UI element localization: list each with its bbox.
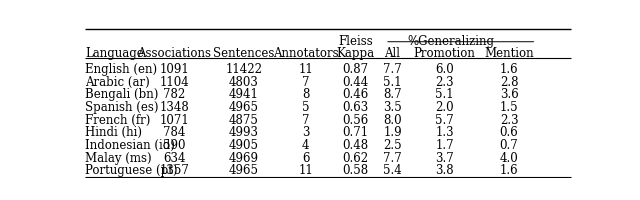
Text: 0.87: 0.87 [342, 63, 369, 76]
Text: Indonesian (id): Indonesian (id) [85, 139, 175, 152]
Text: 2.0: 2.0 [435, 101, 454, 114]
Text: 3.5: 3.5 [383, 101, 402, 114]
Text: 1357: 1357 [159, 164, 189, 177]
Text: 0.58: 0.58 [342, 164, 369, 177]
Text: 11422: 11422 [225, 63, 262, 76]
Text: 8: 8 [302, 88, 309, 101]
Text: 590: 590 [163, 139, 186, 152]
Text: 1.6: 1.6 [500, 164, 518, 177]
Text: Fleiss: Fleiss [338, 35, 372, 48]
Text: 8.7: 8.7 [383, 88, 402, 101]
Text: 5.1: 5.1 [435, 88, 454, 101]
Text: 0.71: 0.71 [342, 126, 369, 139]
Text: 1091: 1091 [159, 63, 189, 76]
Text: 1.3: 1.3 [435, 126, 454, 139]
Text: 3.6: 3.6 [500, 88, 518, 101]
Text: Annotators: Annotators [273, 47, 339, 60]
Text: 0.62: 0.62 [342, 152, 369, 165]
Text: 0.6: 0.6 [500, 126, 518, 139]
Text: 1071: 1071 [159, 114, 189, 127]
Text: All: All [385, 47, 401, 60]
Text: 5.4: 5.4 [383, 164, 402, 177]
Text: Spanish (es): Spanish (es) [85, 101, 159, 114]
Text: 5.1: 5.1 [383, 76, 402, 89]
Text: Promotion: Promotion [413, 47, 476, 60]
Text: 11: 11 [298, 63, 313, 76]
Text: 4875: 4875 [228, 114, 259, 127]
Text: 4.0: 4.0 [500, 152, 518, 165]
Text: 2.5: 2.5 [383, 139, 402, 152]
Text: 2.3: 2.3 [500, 114, 518, 127]
Text: 1.9: 1.9 [383, 126, 402, 139]
Text: 6: 6 [302, 152, 309, 165]
Text: Bengali (bn): Bengali (bn) [85, 88, 158, 101]
Text: 4993: 4993 [228, 126, 259, 139]
Text: 0.7: 0.7 [500, 139, 518, 152]
Text: Mention: Mention [484, 47, 534, 60]
Text: 4905: 4905 [228, 139, 259, 152]
Text: 3: 3 [302, 126, 309, 139]
Text: 1.7: 1.7 [435, 139, 454, 152]
Text: Associations: Associations [137, 47, 211, 60]
Text: %Generalizing: %Generalizing [407, 35, 494, 48]
Text: Malay (ms): Malay (ms) [85, 152, 152, 165]
Text: 11: 11 [298, 164, 313, 177]
Text: 7: 7 [302, 114, 309, 127]
Text: 0.56: 0.56 [342, 114, 369, 127]
Text: 634: 634 [163, 152, 186, 165]
Text: 3.8: 3.8 [435, 164, 454, 177]
Text: 1.5: 1.5 [500, 101, 518, 114]
Text: 0.63: 0.63 [342, 101, 369, 114]
Text: 4965: 4965 [228, 164, 259, 177]
Text: 4941: 4941 [228, 88, 259, 101]
Text: 4965: 4965 [228, 101, 259, 114]
Text: Kappa: Kappa [336, 47, 374, 60]
Text: 4969: 4969 [228, 152, 259, 165]
Text: 782: 782 [163, 88, 186, 101]
Text: 0.48: 0.48 [342, 139, 369, 152]
Text: 7.7: 7.7 [383, 63, 402, 76]
Text: 4803: 4803 [228, 76, 259, 89]
Text: 7: 7 [302, 76, 309, 89]
Text: 7.7: 7.7 [383, 152, 402, 165]
Text: 6.0: 6.0 [435, 63, 454, 76]
Text: 5: 5 [302, 101, 309, 114]
Text: Sentences: Sentences [213, 47, 275, 60]
Text: 2.3: 2.3 [435, 76, 454, 89]
Text: Language: Language [85, 47, 144, 60]
Text: Arabic (ar): Arabic (ar) [85, 76, 150, 89]
Text: 3.7: 3.7 [435, 152, 454, 165]
Text: Hindi (hi): Hindi (hi) [85, 126, 142, 139]
Text: 0.44: 0.44 [342, 76, 369, 89]
Text: 1348: 1348 [159, 101, 189, 114]
Text: Portuguese (pt): Portuguese (pt) [85, 164, 177, 177]
Text: French (fr): French (fr) [85, 114, 150, 127]
Text: 4: 4 [302, 139, 309, 152]
Text: 2.8: 2.8 [500, 76, 518, 89]
Text: 1104: 1104 [159, 76, 189, 89]
Text: 784: 784 [163, 126, 186, 139]
Text: 1.6: 1.6 [500, 63, 518, 76]
Text: 5.7: 5.7 [435, 114, 454, 127]
Text: 8.0: 8.0 [383, 114, 402, 127]
Text: English (en): English (en) [85, 63, 157, 76]
Text: 0.46: 0.46 [342, 88, 369, 101]
